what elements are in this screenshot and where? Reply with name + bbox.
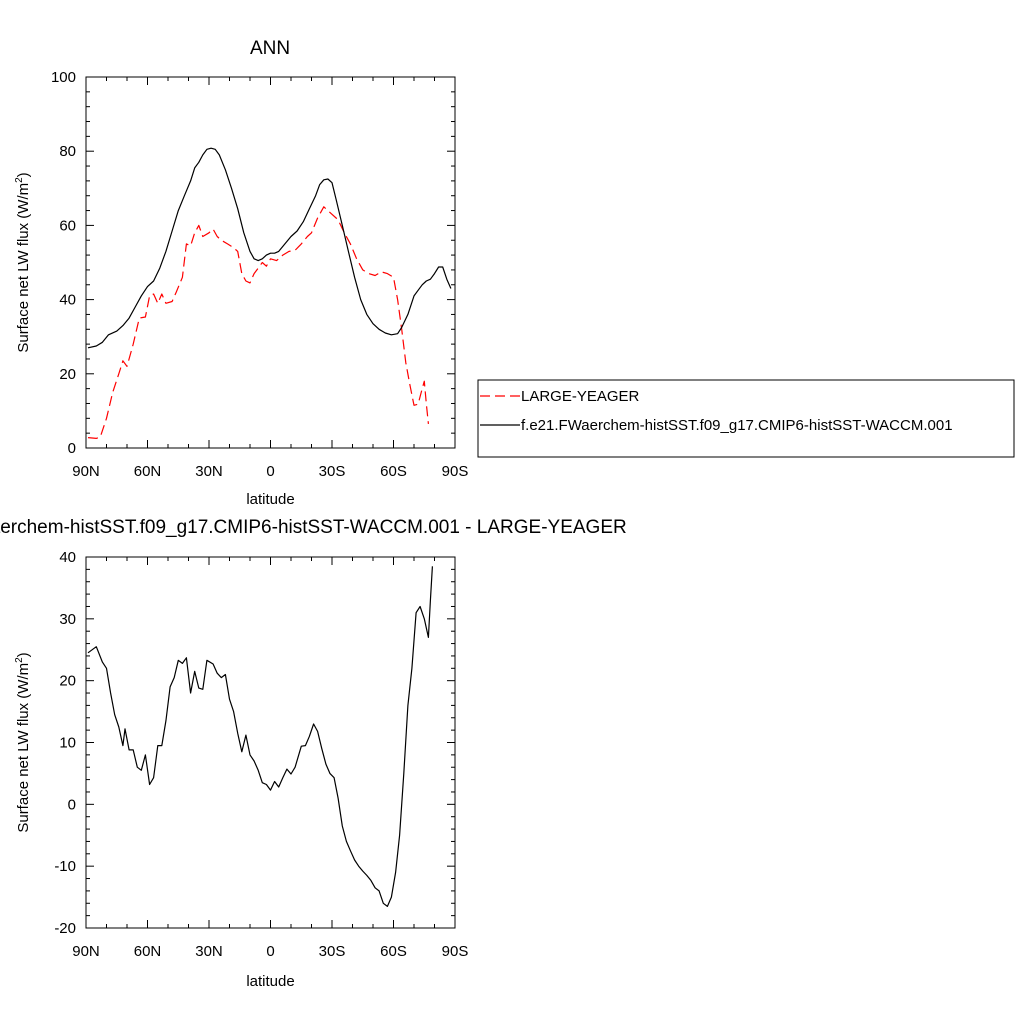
y-tick-label: 40: [59, 549, 76, 566]
x-tick-label: 90N: [72, 463, 100, 480]
series-line-waccm: [87, 147, 452, 349]
y-tick-label: 80: [59, 143, 76, 160]
y-tick-label: 0: [68, 796, 76, 813]
series-line-large-yeager: [87, 206, 429, 439]
y-axis-label: Surface net LW flux (W/m2): [14, 172, 32, 352]
chart-title: f.e21.FWaerchem-histSST.f09_g17.CMIP6-hi…: [0, 517, 627, 538]
top-plot: ANN 0 20 40 60 80 100 90N 60N 30N 0 30S 60S 90S lati…: [14, 38, 468, 508]
legend-label-large-yeager: LARGE-YEAGER: [521, 388, 640, 405]
plot-frame: [85, 76, 456, 449]
x-tick-label: 0: [266, 943, 274, 960]
x-tick-label: 90N: [72, 943, 100, 960]
x-tick-label: 0: [266, 463, 274, 480]
legend-box: [477, 379, 1015, 458]
y-tick-label: -20: [54, 920, 76, 937]
y-tick-label: 30: [59, 611, 76, 628]
x-tick-label: 60N: [134, 943, 162, 960]
legend: LARGE-YEAGER f.e21.FWaerchem-histSST.f09…: [477, 379, 1015, 458]
x-axis-label: latitude: [246, 491, 294, 508]
x-tick-label: 60S: [380, 463, 407, 480]
y-tick-label: 100: [51, 69, 76, 86]
x-tick-label: 30N: [195, 943, 223, 960]
y-tick-label: 40: [59, 292, 76, 309]
x-axis-label: latitude: [246, 973, 294, 990]
legend-label-waccm: f.e21.FWaerchem-histSST.f09_g17.CMIP6-hi…: [521, 417, 953, 434]
y-tick-label: -10: [54, 858, 76, 875]
bottom-plot: f.e21.FWaerchem-histSST.f09_g17.CMIP6-hi…: [0, 517, 627, 990]
plot-area: -20 -10 0 10 20 30 40 90N 60N 30N 0 30S 60S 90S: [54, 549, 468, 960]
y-tick-label: 10: [59, 735, 76, 752]
x-tick-label: 30S: [319, 943, 346, 960]
y-axis-label: Surface net LW flux (W/m2): [14, 652, 32, 832]
x-tick-label: 90S: [442, 943, 469, 960]
chart-title: ANN: [250, 38, 290, 59]
y-tick-label: 20: [59, 673, 76, 690]
y-tick-label: 60: [59, 217, 76, 234]
plot-frame: [85, 556, 456, 929]
x-tick-label: 90S: [442, 463, 469, 480]
series-line-difference: [87, 566, 433, 908]
y-tick-label: 20: [59, 366, 76, 383]
x-tick-label: 30S: [319, 463, 346, 480]
x-tick-label: 60S: [380, 943, 407, 960]
x-tick-label: 30N: [195, 463, 223, 480]
plot-area: 0 20 40 60 80 100 90N 60N 30N 0 30S 60S 90S: [51, 69, 468, 480]
x-tick-label: 60N: [134, 463, 162, 480]
y-tick-label: 0: [68, 440, 76, 457]
